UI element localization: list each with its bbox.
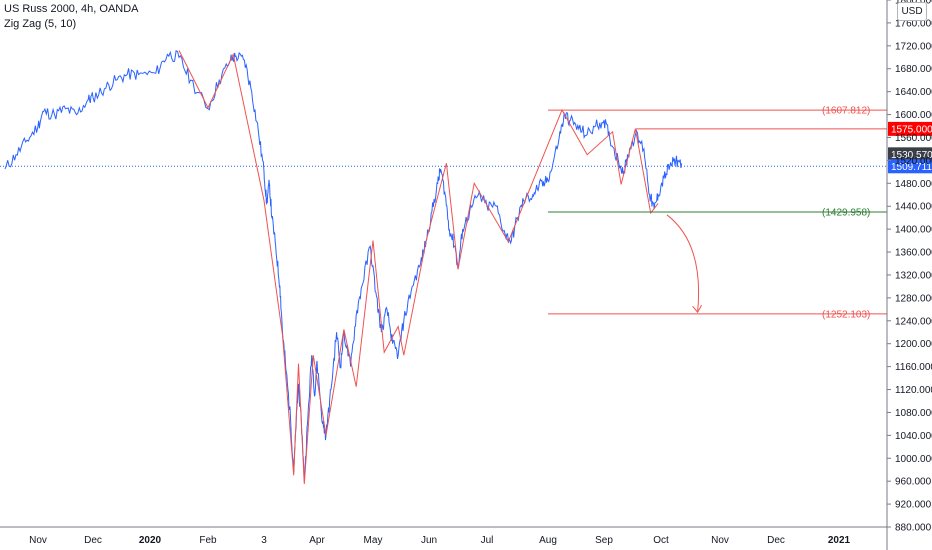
price-series <box>4 49 683 482</box>
chart-title: US Russ 2000, 4h, OANDA <box>4 3 139 15</box>
price-tick-label: 880.000 <box>895 523 932 534</box>
time-tick-label: Oct <box>653 535 669 546</box>
price-tick-label: 1520.000 <box>895 156 932 167</box>
price-tick-label: 1320.000 <box>895 270 932 281</box>
price-tick-label: 1680.000 <box>895 64 932 75</box>
price-tick-label: 960.000 <box>895 477 932 488</box>
time-tick-label: May <box>364 535 383 546</box>
time-tick-label: 3 <box>261 535 267 546</box>
price-tick-label: 1280.000 <box>895 293 932 304</box>
price-tick-label: 1440.000 <box>895 202 932 213</box>
price-axis[interactable]: 1800.0001760.0001720.0001680.0001640.000… <box>886 0 932 550</box>
price-tick-label: 1200.000 <box>895 339 932 350</box>
price-tick-label: 1600.000 <box>895 110 932 121</box>
resistance-highlight-price-tag-label: 1575.000 <box>891 124 932 135</box>
time-tick-label: Feb <box>199 535 217 546</box>
price-tick-label: 1040.000 <box>895 431 932 442</box>
time-tick-label: Jul <box>481 535 494 546</box>
last-price-tag <box>888 159 932 174</box>
time-tick-label: Dec <box>767 535 785 546</box>
time-tick-label: Nov <box>711 535 729 546</box>
price-tick-label: 1240.000 <box>895 316 932 327</box>
time-tick-label: 2020 <box>139 535 162 546</box>
price-tick-label: 1480.000 <box>895 179 932 190</box>
horizontal-levels[interactable]: (1607.812) 1575.000 (1429.958) (1252.103) 15… <box>0 106 932 321</box>
price-tick-label: 1400.000 <box>895 225 932 236</box>
zigzag-series <box>178 50 659 485</box>
price-tick-label: 1120.000 <box>895 385 932 396</box>
time-tick-label: Sep <box>595 535 613 546</box>
time-tick-label: 2021 <box>828 535 851 546</box>
arrow-curve[interactable] <box>666 214 700 313</box>
projection-arrow[interactable] <box>666 214 703 314</box>
price-tick-label: 1560.000 <box>895 133 932 144</box>
price-tick-label: 920.000 <box>895 500 932 511</box>
time-tick-label: Jun <box>421 535 437 546</box>
time-tick-label: Dec <box>84 535 102 546</box>
resistance-highlight-price-tag <box>888 121 932 136</box>
support-label: (1429.958) <box>822 207 870 218</box>
time-tick-label: Aug <box>539 535 557 546</box>
price-tick-label: 1080.000 <box>895 408 932 419</box>
prev-price-tag <box>888 147 932 162</box>
price-tick-label: 1640.000 <box>895 87 932 98</box>
time-tick-label: Nov <box>29 535 47 546</box>
currency-button[interactable]: USD <box>897 2 927 21</box>
price-tick-label: 1760.000 <box>895 18 932 29</box>
price-tick-label: 1000.000 <box>895 454 932 465</box>
prev-price-tag-label: 1530.570 <box>891 150 932 161</box>
time-axis[interactable]: Nov Dec 2020 Feb 3 Apr May Jun Jul Aug Sep Oct Nov De… <box>0 526 887 546</box>
price-tick-label: 1720.000 <box>895 41 932 52</box>
zigzag-line <box>178 50 659 485</box>
target-label: (1252.103) <box>822 309 870 320</box>
arrow-head <box>692 304 703 314</box>
indicator-label[interactable]: Zig Zag (5, 10) <box>4 18 77 30</box>
price-line <box>4 49 683 482</box>
last-price-tag-label: 1509.711 <box>891 162 932 173</box>
price-tick-label: 1160.000 <box>895 362 932 373</box>
price-tick-label: 1360.000 <box>895 248 932 259</box>
time-tick-label: Apr <box>309 535 325 546</box>
resistance-upper-label: (1607.812) <box>822 106 870 117</box>
